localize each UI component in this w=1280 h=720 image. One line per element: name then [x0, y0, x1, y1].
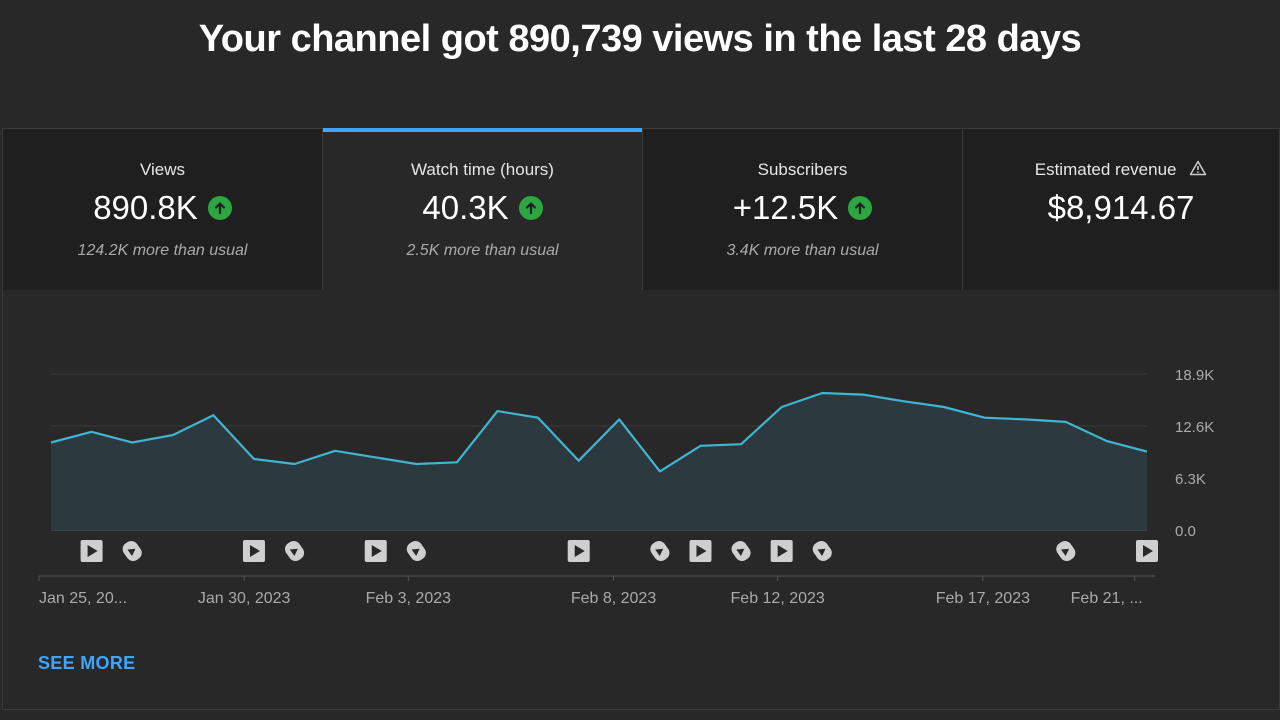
y-tick-label: 12.6K: [1175, 419, 1214, 436]
play-icon: [371, 545, 382, 557]
tab-note: 3.4K more than usual: [726, 242, 879, 259]
y-tick-label: 6.3K: [1175, 471, 1206, 488]
play-icon: [249, 545, 260, 557]
tab-views[interactable]: Views 890.8K 124.2K more than usual: [3, 129, 323, 290]
tab-value: 890.8K: [93, 189, 198, 226]
area-fill: [51, 393, 1147, 530]
tab-value-row: $8,914.67: [963, 189, 1279, 227]
short-upload-icon: [812, 540, 832, 562]
analytics-card: Views 890.8K 124.2K more than usual Watc…: [2, 128, 1280, 710]
play-icon: [1143, 545, 1153, 557]
tab-value-row: 40.3K: [323, 189, 642, 227]
short-upload-icon: [1056, 540, 1076, 562]
short-upload-icon: [285, 540, 305, 562]
x-tick-label: Jan 25, 20...: [39, 590, 127, 607]
x-tick-label: Jan 30, 2023: [198, 590, 291, 607]
y-tick-label: 18.9K: [1175, 367, 1214, 384]
short-upload-icon: [650, 540, 670, 562]
x-tick-label: Feb 21, ...: [1071, 590, 1143, 607]
x-tick-label: Feb 17, 2023: [936, 590, 1030, 607]
tab-watch-time[interactable]: Watch time (hours) 40.3K 2.5K more than …: [323, 128, 643, 290]
play-icon: [574, 545, 585, 557]
see-more-link[interactable]: SEE MORE: [38, 653, 136, 673]
tab-value: $8,914.67: [1047, 189, 1195, 226]
tab-title: Views: [139, 160, 186, 179]
tab-value: 40.3K: [422, 189, 509, 226]
trend-up-icon: [518, 196, 543, 220]
short-upload-icon: [406, 540, 426, 562]
tab-value: +12.5K: [732, 189, 839, 226]
watch-time-chart: 18.9K 12.6K 6.3K 0.0 Jan 25, 20... Jan 30, 20…: [3, 290, 1279, 610]
short-upload-icon: [731, 540, 751, 562]
tab-title: Subscribers: [757, 160, 848, 179]
trend-up-icon: [848, 196, 873, 220]
tab-estimated-revenue[interactable]: Estimated revenue $8,914.67: [963, 129, 1279, 290]
tab-title: Estimated revenue: [1034, 160, 1177, 179]
play-icon: [777, 545, 788, 557]
tab-note: 2.5K more than usual: [406, 242, 559, 259]
x-tick-label: Feb 12, 2023: [731, 590, 825, 607]
chart-svg: 18.9K 12.6K 6.3K 0.0 Jan 25, 20... Jan 30, 20…: [38, 367, 1214, 607]
play-icon: [696, 545, 707, 557]
tab-title: Watch time (hours): [411, 160, 554, 179]
tab-note: 124.2K more than usual: [77, 242, 248, 259]
x-tick-label: Feb 8, 2023: [571, 590, 657, 607]
tab-value-row: 890.8K: [3, 189, 322, 227]
tab-subscribers[interactable]: Subscribers +12.5K 3.4K more than usual: [643, 129, 963, 290]
series-line: [50, 391, 1148, 473]
play-icon: [87, 545, 98, 557]
tab-title-row: Estimated revenue: [963, 160, 1279, 181]
short-upload-icon: [122, 540, 142, 562]
trend-up-icon: [207, 196, 232, 220]
x-tick-label: Feb 3, 2023: [366, 590, 452, 607]
tab-value-row: +12.5K: [643, 189, 962, 227]
y-tick-label: 0.0: [1175, 523, 1196, 540]
warning-icon[interactable]: [1189, 160, 1207, 181]
page-headline: Your channel got 890,739 views in the la…: [198, 18, 1082, 60]
metric-tabs: Views 890.8K 124.2K more than usual Watc…: [3, 128, 1279, 290]
